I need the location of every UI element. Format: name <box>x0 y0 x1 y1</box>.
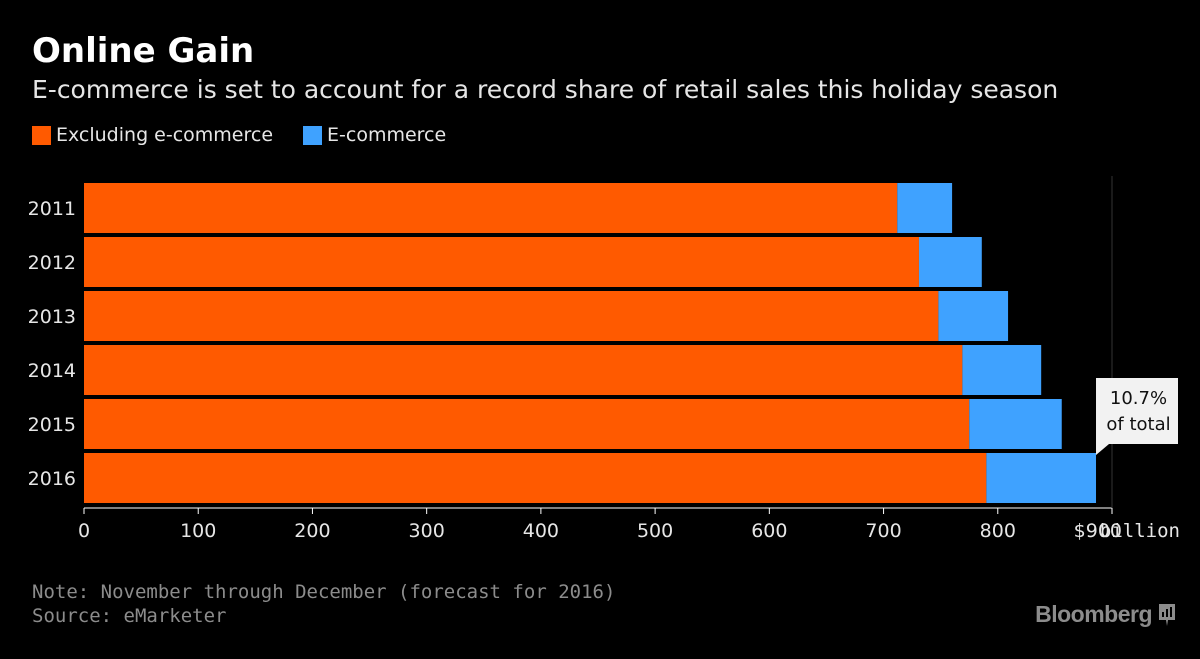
bar-2015-ecommerce <box>969 399 1062 449</box>
brand-name: Bloomberg <box>1035 601 1152 627</box>
bar-2013-ecommerce <box>938 291 1009 341</box>
bar-2014-excluding-ecommerce <box>84 345 963 395</box>
category-label-2015: 2015 <box>28 414 76 436</box>
legend-item-excluding-ecommerce: Excluding e-commerce <box>32 124 273 146</box>
annotation-text-line-1: of total <box>1106 414 1170 435</box>
x-tick-label-1: 100 <box>180 520 216 542</box>
category-label-2016: 2016 <box>28 468 76 490</box>
x-tick-label-5: 500 <box>637 520 673 542</box>
source-text: Source: eMarketer <box>32 605 227 627</box>
x-tick-label-2: 200 <box>294 520 330 542</box>
bar-2011-excluding-ecommerce <box>84 183 898 233</box>
annotation-text-line-0: 10.7% <box>1110 388 1167 409</box>
category-label-2013: 2013 <box>28 306 76 328</box>
x-tick-label-6: 600 <box>751 520 787 542</box>
note-text: Note: November through December (forecas… <box>32 581 616 603</box>
x-axis-unit: billion <box>1100 520 1180 542</box>
x-tick-label-7: 700 <box>865 520 901 542</box>
legend-label-ecommerce: E-commerce <box>327 124 447 146</box>
bar-2012-excluding-ecommerce <box>84 237 919 287</box>
legend: Excluding e-commerce E-commerce <box>32 123 476 147</box>
category-label-2011: 2011 <box>28 198 76 220</box>
legend-swatch-excluding-ecommerce <box>32 125 51 145</box>
category-label-2014: 2014 <box>28 360 76 382</box>
bar-2014-ecommerce <box>962 345 1042 395</box>
bar-2011-ecommerce <box>897 183 953 233</box>
bar-2016-ecommerce <box>986 453 1097 503</box>
footnote: Note: November through December (forecas… <box>32 580 615 628</box>
legend-label-excluding-ecommerce: Excluding e-commerce <box>56 124 274 146</box>
chart-title: Online Gain <box>32 31 255 71</box>
bar-2016-excluding-ecommerce <box>84 453 987 503</box>
annotation-callout-box <box>1096 378 1178 455</box>
bloomberg-terminal-icon <box>1159 603 1175 626</box>
x-tick-label-8: 800 <box>980 520 1016 542</box>
bar-2012-ecommerce <box>918 237 982 287</box>
x-tick-label-3: 300 <box>409 520 445 542</box>
x-tick-label-0: 0 <box>78 520 90 542</box>
brand-logo: Bloomberg <box>1035 601 1176 628</box>
legend-swatch-ecommerce <box>303 125 323 145</box>
x-tick-label-4: 400 <box>523 520 559 542</box>
legend-item-ecommerce: E-commerce <box>303 124 446 146</box>
category-label-2012: 2012 <box>28 252 76 274</box>
chart-subtitle: E-commerce is set to account for a recor… <box>32 75 1059 104</box>
bar-2013-excluding-ecommerce <box>84 291 939 341</box>
bar-2015-excluding-ecommerce <box>84 399 970 449</box>
x-tick-label-9: $900 <box>1074 520 1122 542</box>
